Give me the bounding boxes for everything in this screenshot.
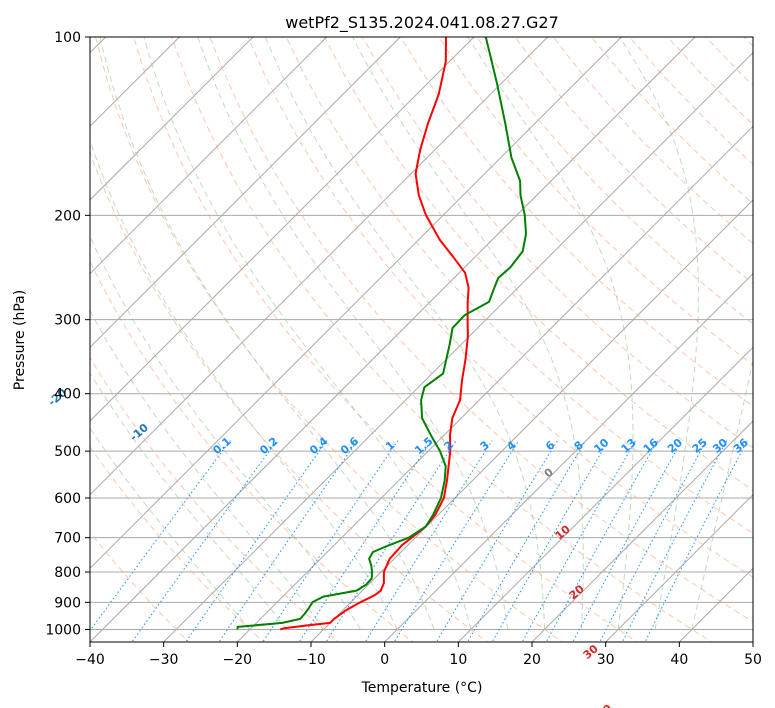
isotherm-line: [532, 37, 775, 642]
moist-adiabat-line: [100, 37, 434, 629]
isotherm-line: [90, 37, 695, 642]
moist-adiabat-line: [692, 37, 775, 629]
mixing-ratio-line: [545, 441, 658, 645]
x-tick-label: 0: [380, 652, 389, 668]
data-layer: [237, 37, 526, 629]
grid-layer: [0, 37, 775, 644]
y-tick-label: 100: [54, 30, 81, 46]
isotherm-line: [0, 37, 327, 642]
moist-adiabat-line: [265, 37, 544, 629]
y-tick-label: 1000: [45, 622, 81, 638]
isotherm-line: [0, 37, 474, 642]
mixing-ratio-label: 0.2: [257, 435, 280, 458]
dry-adiabat-line: [515, 37, 775, 644]
dry-adiabat-line: [0, 37, 266, 644]
moist-adiabat-line: [0, 37, 250, 629]
x-tick-label: 50: [744, 652, 762, 668]
dry-adiabat-line: [0, 37, 191, 644]
mixing-ratio-line: [80, 441, 230, 645]
x-tick-label: 20: [523, 652, 541, 668]
mixing-ratio-label: 10: [591, 436, 611, 456]
mixing-ratio-label: 0.4: [307, 434, 331, 457]
isotherm-label: 20: [567, 582, 587, 602]
dry-adiabat-line: [591, 37, 775, 644]
isotherm-line: [164, 37, 769, 642]
mixing-ratio-line: [621, 441, 727, 645]
isotherm-line: [753, 37, 775, 642]
isotherm-line: [679, 37, 775, 642]
isotherm-label: 40: [595, 702, 615, 708]
mixing-ratio-line: [599, 441, 707, 645]
x-tick-label: 40: [670, 652, 688, 668]
dry-adiabat-line: [553, 37, 775, 644]
plot-frame: [90, 37, 753, 642]
moist-adiabat-line: [468, 37, 633, 629]
y-tick-label: 200: [54, 208, 81, 224]
dry-adiabat-line: [477, 37, 775, 644]
y-tick-label: 600: [54, 491, 81, 507]
moist-adiabat-line: [198, 37, 508, 629]
mixing-ratio-line: [521, 441, 636, 645]
x-axis-label: Temperature (°C): [361, 680, 483, 696]
x-tick-label: 10: [449, 652, 467, 668]
y-tick-label: 500: [54, 444, 81, 460]
mixing-ratio-label: 16: [641, 436, 661, 456]
y-axis-label: Pressure (hPa): [12, 290, 28, 390]
dry-adiabat-label: -10: [127, 421, 151, 444]
dry-adiabat-line: [248, 37, 775, 644]
mixing-ratio-label: 20: [665, 436, 685, 456]
x-tick-label: −30: [149, 652, 179, 668]
mixing-ratio-label: 30: [710, 436, 730, 456]
dewpoint-profile-line: [237, 37, 526, 629]
mixing-ratio-line: [364, 441, 492, 645]
mixing-ratio-line: [261, 441, 398, 645]
isotherm-line: [0, 37, 400, 642]
dry-adiabat-line: [134, 37, 641, 644]
y-tick-label: 700: [54, 531, 81, 547]
isotherm-line: [16, 37, 621, 642]
y-tick-label: 300: [54, 313, 81, 329]
dry-adiabat-line: [439, 37, 775, 644]
dry-adiabat-line: [172, 37, 716, 644]
y-tick-label: 400: [54, 387, 81, 403]
moist-adiabat-line: [144, 37, 471, 629]
mixing-ratio-line: [572, 441, 682, 645]
mixing-ratio-line: [435, 441, 557, 645]
x-tick-label: −10: [296, 652, 326, 668]
dry-adiabat-line: [744, 37, 775, 644]
x-tick-label: 30: [597, 652, 615, 668]
dry-adiabat-line: [363, 37, 775, 644]
mixing-ratio-label: 36: [731, 436, 751, 456]
chart-title: wetPf2_S135.2024.041.08.27.G27: [285, 13, 559, 33]
isotherm-label: 10: [553, 523, 573, 543]
mixing-ratio-label: 13: [619, 436, 639, 456]
label-layer: -100-90-80-70-60-50-40-30-20-10010203040…: [0, 40, 751, 708]
mixing-ratio-line: [298, 441, 432, 645]
mixing-ratio-line: [644, 441, 747, 645]
y-tick-label: 800: [54, 565, 81, 581]
y-tick-label: 900: [54, 595, 81, 611]
mixing-ratio-label: 0.6: [338, 434, 362, 457]
x-tick-label: −20: [223, 652, 253, 668]
mixing-ratio-label: 25: [690, 436, 710, 456]
moist-adiabat-line: [0, 37, 287, 629]
x-tick-label: −40: [75, 652, 105, 668]
